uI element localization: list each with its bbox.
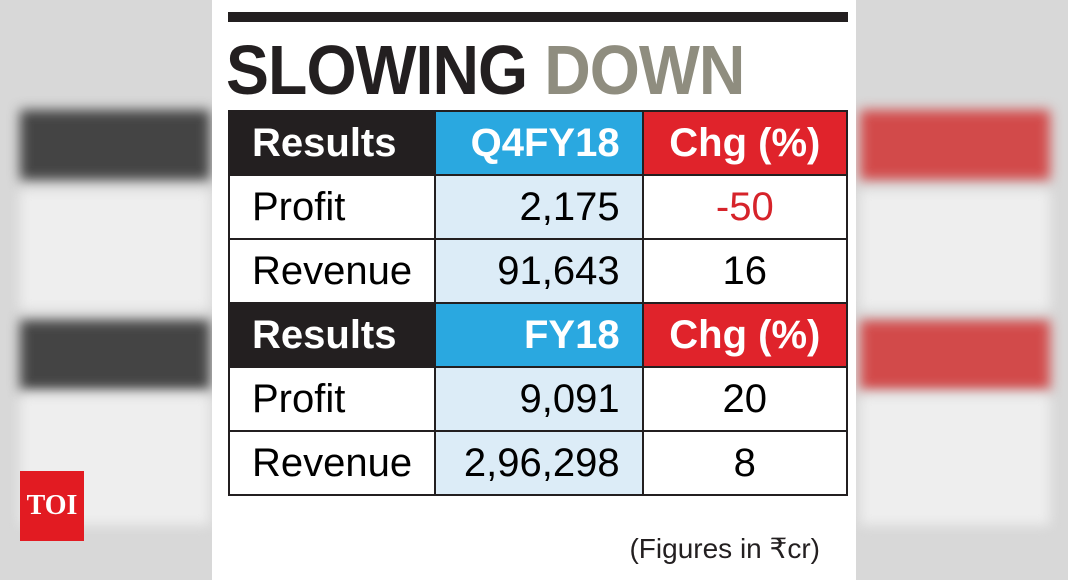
table-cell: Profit bbox=[227, 174, 437, 240]
top-rule bbox=[228, 12, 848, 22]
table-cell: Revenue bbox=[227, 238, 437, 304]
table-row: Profit 2,175 -50 bbox=[227, 174, 849, 240]
title-part: DOWN bbox=[544, 31, 745, 109]
background-blur bbox=[20, 320, 210, 390]
table-row: Revenue 91,643 16 bbox=[227, 238, 849, 304]
table-cell: 9,091 bbox=[434, 366, 644, 432]
header-row: Results FY18 Chg (%) bbox=[227, 302, 849, 368]
header-cell: Q4FY18 bbox=[434, 110, 644, 176]
header-cell: Chg (%) bbox=[641, 110, 849, 176]
logo: TOI bbox=[20, 471, 84, 541]
header-cell: FY18 bbox=[434, 302, 644, 368]
header-cell: Results bbox=[227, 110, 437, 176]
background-blur bbox=[860, 110, 1050, 180]
footnote: (Figures in ₹cr) bbox=[629, 533, 820, 564]
header-row: Results Q4FY18 Chg (%) bbox=[227, 110, 849, 176]
table-cell: 2,96,298 bbox=[434, 430, 644, 496]
table-cell: Revenue bbox=[227, 430, 437, 496]
header-cell: Chg (%) bbox=[641, 302, 849, 368]
table-cell: 91,643 bbox=[434, 238, 644, 304]
background-blur bbox=[860, 190, 1050, 310]
header-cell: Results bbox=[227, 302, 437, 368]
table-cell: 20 bbox=[641, 366, 849, 432]
title: SLOWING DOWN bbox=[226, 30, 745, 110]
background-blur bbox=[20, 190, 210, 310]
background-blur bbox=[860, 395, 1050, 525]
table-row: Profit 9,091 20 bbox=[227, 366, 849, 432]
title-part: SLOWING bbox=[226, 31, 528, 109]
table-cell: 16 bbox=[641, 238, 849, 304]
table-cell: 2,175 bbox=[434, 174, 644, 240]
table-cell: -50 bbox=[641, 174, 849, 240]
infographic: SLOWING DOWN Results Q4FY18 Chg (%) Profit 2… bbox=[212, 0, 856, 580]
table-cell: 8 bbox=[641, 430, 849, 496]
table-cell: Profit bbox=[227, 366, 437, 432]
background-blur bbox=[860, 320, 1050, 390]
background-blur bbox=[20, 110, 210, 180]
table-row: Revenue 2,96,298 8 bbox=[227, 430, 849, 496]
results-table: Results Q4FY18 Chg (%) Profit 2,175 -50 Revenu… bbox=[227, 110, 849, 496]
